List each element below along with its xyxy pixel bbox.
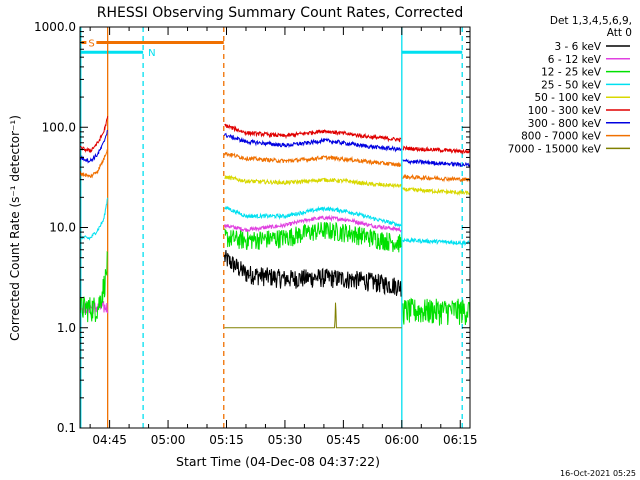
- legend-label: 3 - 6 keV: [554, 41, 601, 53]
- series-trace: [224, 205, 402, 228]
- series-trace: [224, 152, 402, 167]
- x-tick-label: 04:45: [92, 433, 127, 447]
- series-trace: [224, 250, 402, 297]
- series-trace: [402, 158, 471, 168]
- legend-label: 7000 - 15000 keV: [508, 143, 602, 155]
- series-lines: [79, 116, 471, 329]
- x-tick-label: 06:00: [385, 433, 420, 447]
- annotation-label-bg: [86, 36, 97, 49]
- legend-label: 25 - 50 keV: [541, 79, 602, 91]
- y-tick-label: 10.0: [49, 221, 76, 235]
- legend-header-detectors: Det 1,3,4,5,6,9,: [550, 15, 632, 27]
- series-trace: [402, 186, 471, 196]
- annotation-label: S: [88, 39, 94, 50]
- series-trace: [402, 145, 471, 155]
- series-3-6-kev: [224, 250, 402, 297]
- series-trace: [79, 251, 109, 323]
- series-800-7000-kev: [79, 149, 471, 183]
- y-tick-label: 1.0: [57, 321, 76, 335]
- series-100-300-kev: [80, 116, 471, 155]
- series-trace: [80, 116, 109, 154]
- legend-label: 6 - 12 keV: [548, 54, 602, 66]
- series-trace: [402, 173, 471, 183]
- series-7000-15000-kev: [224, 302, 402, 329]
- y-tick-label: 1000.0: [34, 20, 76, 34]
- x-axis-label: Start Time (04-Dec-08 04:37:22): [176, 454, 380, 469]
- series-trace: [402, 237, 471, 246]
- series-trace: [402, 297, 471, 326]
- annotation-label: N: [148, 48, 155, 59]
- series-trace: [224, 174, 402, 189]
- legend-header-attenuator: Att 0: [607, 27, 632, 39]
- series-12-25-kev: [79, 221, 471, 326]
- series-trace: [224, 302, 402, 329]
- x-tick-label: 05:45: [326, 433, 361, 447]
- footer-timestamp: 16-Oct-2021 05:25: [560, 469, 636, 478]
- series-trace: [224, 132, 402, 153]
- x-tick-label: 05:00: [151, 433, 186, 447]
- legend-label: 100 - 300 keV: [528, 105, 602, 117]
- chart-title: RHESSI Observing Summary Count Rates, Co…: [97, 5, 463, 21]
- legend-label: 800 - 7000 keV: [521, 131, 602, 143]
- series-trace: [224, 123, 402, 143]
- y-tick-label: 100.0: [42, 120, 76, 134]
- x-tick-label: 05:15: [209, 433, 244, 447]
- series-trace: [79, 149, 108, 179]
- legend-label: 12 - 25 keV: [541, 67, 602, 79]
- series-trace: [224, 214, 402, 234]
- x-tick-label: 06:15: [443, 433, 478, 447]
- legend-label: 50 - 100 keV: [534, 92, 601, 104]
- series-300-800-kev: [79, 129, 471, 168]
- legend-label: 300 - 800 keV: [528, 118, 602, 130]
- annotations: SN: [80, 36, 463, 59]
- x-tick-label: 05:30: [268, 433, 303, 447]
- y-axis-label: Corrected Count Rate (s⁻¹ detector⁻¹): [8, 115, 22, 341]
- y-tick-label: 0.1: [57, 421, 76, 435]
- annotation-label-bg: [146, 46, 157, 59]
- series-trace: [79, 129, 109, 164]
- series-trace: [224, 221, 402, 253]
- series-25-50-kev: [79, 197, 471, 246]
- series-50-100-kev: [224, 174, 471, 196]
- axes: 1000.0 100.0 10.0 1.0 0.1 04:45 05:00 05:15 05:3…: [34, 20, 478, 447]
- series-trace: [79, 197, 109, 241]
